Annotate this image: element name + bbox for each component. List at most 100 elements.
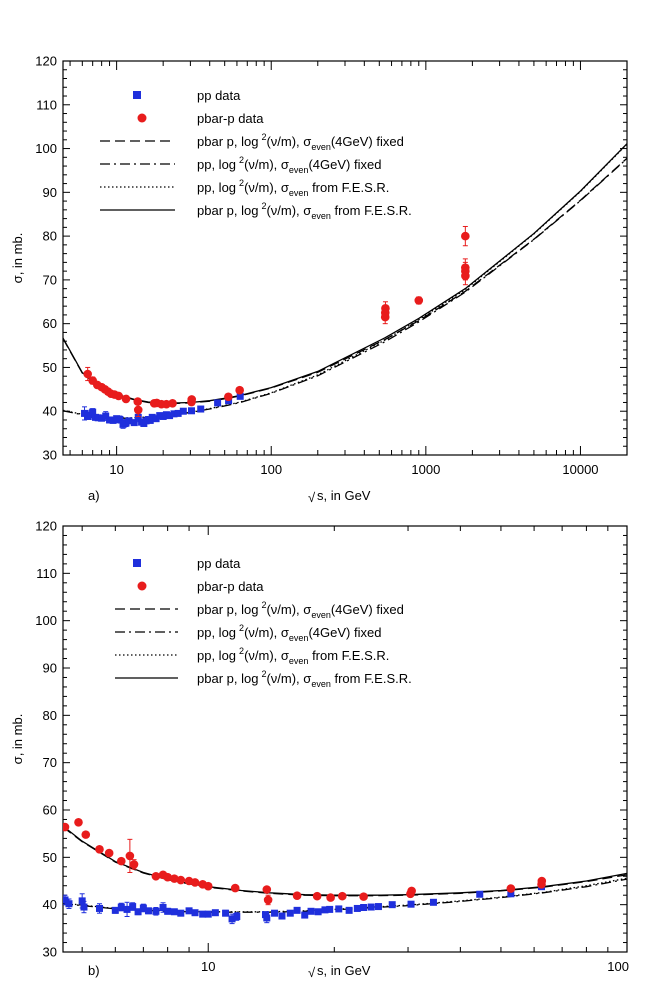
pp-data-point <box>321 906 329 914</box>
pbarp-data-point <box>461 271 470 281</box>
plot-area <box>63 143 627 429</box>
legend-label: pbar p, log 2(ν/m), σeven from F.E.S.R. <box>197 201 412 221</box>
pp-data-point <box>177 909 185 917</box>
legend-label-part: from F.E.S.R. <box>331 671 412 686</box>
chart-panel-b: 30 40 50 60 70 80 90 100 110 120 10 100 σ, in mb. √ s,… <box>10 519 629 981</box>
legend-label: pbar-p data <box>197 111 264 126</box>
y-axis-label: σ, in mb. <box>10 233 25 284</box>
plot-frame <box>62 525 628 953</box>
legend-marker-square <box>133 91 141 99</box>
pbarp-data-point <box>263 895 273 905</box>
x-tick-label: 10000 <box>562 462 598 477</box>
y-tick-label: 70 <box>43 272 57 287</box>
legend-label-part: even <box>289 165 309 175</box>
pp-data-point <box>345 906 353 914</box>
pp-data-point <box>95 904 103 912</box>
pbarp-data-point <box>95 844 104 854</box>
pbarp-data-point <box>292 891 302 900</box>
pbarp-data-point <box>170 874 179 883</box>
legend-label: pp data <box>197 556 241 571</box>
pp-data-point <box>89 408 97 416</box>
legend-label: pp, log 2(ν/m), σeven from F.E.S.R. <box>197 178 389 198</box>
legend-label-part: 2 <box>239 623 244 633</box>
y-tick-label: 110 <box>36 566 57 581</box>
legend-label-part: (ν/m), σ <box>266 134 311 149</box>
pp-data-point <box>197 405 205 413</box>
pp-data-point <box>222 909 230 917</box>
pp-data-point <box>407 900 415 908</box>
pbarp-data-point <box>262 885 272 894</box>
pbarp-data-point <box>190 878 200 887</box>
pp-data-point <box>263 914 271 922</box>
legend-label-part: 2 <box>261 600 266 610</box>
pp-data-point <box>191 909 199 917</box>
pp-data-point <box>152 415 160 423</box>
legend-label-part: even <box>289 633 309 643</box>
legend-label-part: 2 <box>261 132 266 142</box>
chart-panel-a: 30 40 50 60 70 80 90 100 110 120 10 100 1000 10000 σ, … <box>10 54 628 505</box>
y-tick-label: 30 <box>43 945 57 960</box>
legend-label-part: 2 <box>239 155 244 165</box>
plot-frame <box>62 60 628 456</box>
legend-label-part: even <box>311 142 331 152</box>
pbarp-data-point <box>114 391 123 401</box>
pbarp-data-point <box>187 395 197 404</box>
pp-data-point <box>174 409 182 417</box>
legend-label-part: pp, log <box>197 180 236 195</box>
pbarp-data-point <box>224 392 233 402</box>
pp-data-point <box>367 903 375 911</box>
legend-label: pp, log 2(ν/m), σeven(4GeV) fixed <box>197 623 381 643</box>
legend-marker-square <box>133 559 141 567</box>
pp-data-point <box>301 911 309 919</box>
pp-data-point <box>134 908 142 916</box>
pp-data-point <box>286 909 294 917</box>
x-tick-label: 10 <box>201 959 215 974</box>
y-tick-label: 60 <box>43 316 57 331</box>
pp-data-point <box>164 907 172 915</box>
pp-data-point <box>429 898 437 906</box>
y-tick-label: 100 <box>35 613 57 628</box>
pp-data-point <box>374 903 382 911</box>
pp-data-point <box>63 896 69 904</box>
pp-data-point <box>293 906 301 914</box>
pbarp-data-point <box>537 876 547 886</box>
pbarp-data-point <box>151 871 161 881</box>
legend-label-part: (4GeV) fixed <box>331 602 404 617</box>
pp-data-point <box>65 900 73 908</box>
legend-label-part: pbar p, log <box>197 602 258 617</box>
legend-label-part: even <box>311 679 331 689</box>
pp-data-point <box>159 904 167 912</box>
legend-label-part: (4GeV) fixed <box>331 134 404 149</box>
y-tick-label: 70 <box>43 755 57 770</box>
pbarp-data-point <box>74 818 83 827</box>
legend-label-part: (ν/m), σ <box>266 602 311 617</box>
y-tick-label: 40 <box>43 897 57 912</box>
pp-data-point <box>214 399 222 407</box>
panel-label: a) <box>88 488 100 503</box>
legend-label-part: pp, log <box>197 157 236 172</box>
pbarp-data-point <box>235 385 244 395</box>
pp-data-point <box>335 905 343 913</box>
pbarp-data-point <box>133 405 143 415</box>
panel-label: b) <box>88 963 100 978</box>
legend-marker-circle <box>137 581 147 591</box>
pp-data-point <box>117 903 125 911</box>
pp-data-point <box>106 416 114 424</box>
pp-data-point <box>507 890 515 898</box>
pbarp-data-point <box>381 304 390 313</box>
pp-data-point <box>233 913 241 920</box>
pp-data-point <box>98 414 106 422</box>
pbarp-data-point <box>326 893 335 902</box>
pbarp-data-point <box>125 851 135 861</box>
pp-data-point <box>170 908 178 916</box>
legend-label-part: 2 <box>261 201 266 211</box>
pp-data-point <box>228 915 236 923</box>
y-tick-label: 30 <box>43 448 57 463</box>
pp-data-point <box>130 419 138 427</box>
legend-label-part: 2 <box>239 178 244 188</box>
pp-data-point <box>152 907 160 915</box>
pbarp-data-point <box>121 394 131 404</box>
legend-label: pbar p, log 2(ν/m), σeven(4GeV) fixed <box>197 132 404 152</box>
